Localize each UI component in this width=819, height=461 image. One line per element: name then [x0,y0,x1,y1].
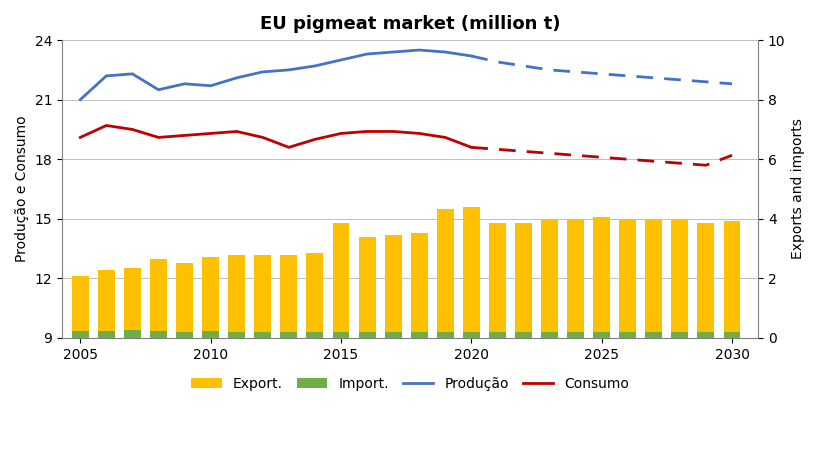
Bar [645,219,662,338]
Bar [72,331,88,338]
Bar [488,332,505,338]
Legend: Export., Import., Produção, Consumo: Export., Import., Produção, Consumo [185,372,634,396]
Bar [124,268,141,338]
Bar [697,332,713,338]
Bar [410,233,428,338]
Bar [567,332,583,338]
Bar [124,330,141,338]
Bar [488,223,505,338]
Bar [592,332,609,338]
Bar [384,332,401,338]
Bar [541,219,557,338]
Bar [462,332,479,338]
Bar [514,332,532,338]
Bar [176,332,192,338]
Bar [202,257,219,338]
Bar [202,331,219,338]
Bar [671,219,687,338]
Bar [592,217,609,338]
Bar [358,236,375,338]
Bar [254,332,271,338]
Bar [722,221,740,338]
Title: EU pigmeat market (million t): EU pigmeat market (million t) [260,15,559,33]
Bar [228,332,245,338]
Bar [567,219,583,338]
Bar [306,253,323,338]
Bar [228,254,245,338]
Bar [384,235,401,338]
Bar [97,331,115,338]
Bar [697,223,713,338]
Y-axis label: Exports and imports: Exports and imports [790,118,804,260]
Bar [514,223,532,338]
Bar [72,277,88,338]
Bar [437,209,453,338]
Bar [254,254,271,338]
Bar [645,332,662,338]
Bar [618,219,636,338]
Bar [150,259,167,338]
Bar [306,332,323,338]
Bar [176,262,192,338]
Bar [280,254,297,338]
Bar [541,332,557,338]
Bar [462,207,479,338]
Bar [671,332,687,338]
Bar [280,332,297,338]
Bar [410,332,428,338]
Bar [618,332,636,338]
Bar [332,332,349,338]
Bar [150,331,167,338]
Bar [332,223,349,338]
Bar [358,332,375,338]
Y-axis label: Produção e Consumo: Produção e Consumo [15,116,29,262]
Bar [97,271,115,338]
Bar [437,332,453,338]
Bar [722,332,740,338]
